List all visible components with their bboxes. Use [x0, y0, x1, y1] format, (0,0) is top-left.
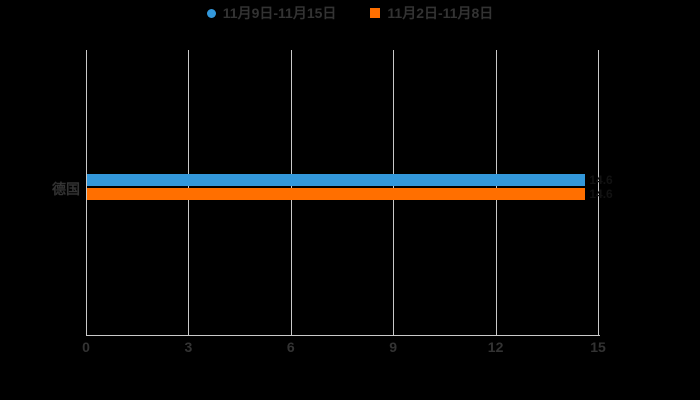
x-axis-tick-label: 6 — [286, 339, 295, 355]
legend-label: 11月2日-11月8日 — [387, 5, 494, 21]
gridline — [598, 50, 599, 335]
bar-value-label: 14.6 — [589, 187, 613, 201]
x-axis-tick-label: 0 — [82, 339, 90, 355]
legend-item-nov9-nov15[interactable]: 11月9日-11月15日 — [206, 5, 337, 21]
y-axis-category-label: 德国 — [52, 181, 80, 197]
bar-series-1[interactable] — [87, 188, 586, 200]
legend-circle-marker-icon — [206, 8, 216, 18]
y-axis-line — [86, 50, 87, 335]
x-axis-tick-label: 9 — [389, 339, 398, 355]
x-axis-tick-label: 3 — [184, 339, 193, 355]
x-axis-line — [86, 335, 600, 336]
legend: 11月9日-11月15日 11月2日-11月8日 — [0, 5, 700, 21]
legend-label: 11月9日-11月15日 — [222, 5, 337, 21]
x-axis-tick-label: 15 — [590, 339, 606, 355]
x-axis-tick-label: 12 — [487, 339, 504, 355]
legend-item-nov2-nov8[interactable]: 11月2日-11月8日 — [370, 5, 493, 21]
bar-series-0[interactable] — [87, 174, 586, 186]
legend-square-marker-icon — [370, 8, 381, 18]
bar-value-label: 14.6 — [589, 173, 613, 187]
